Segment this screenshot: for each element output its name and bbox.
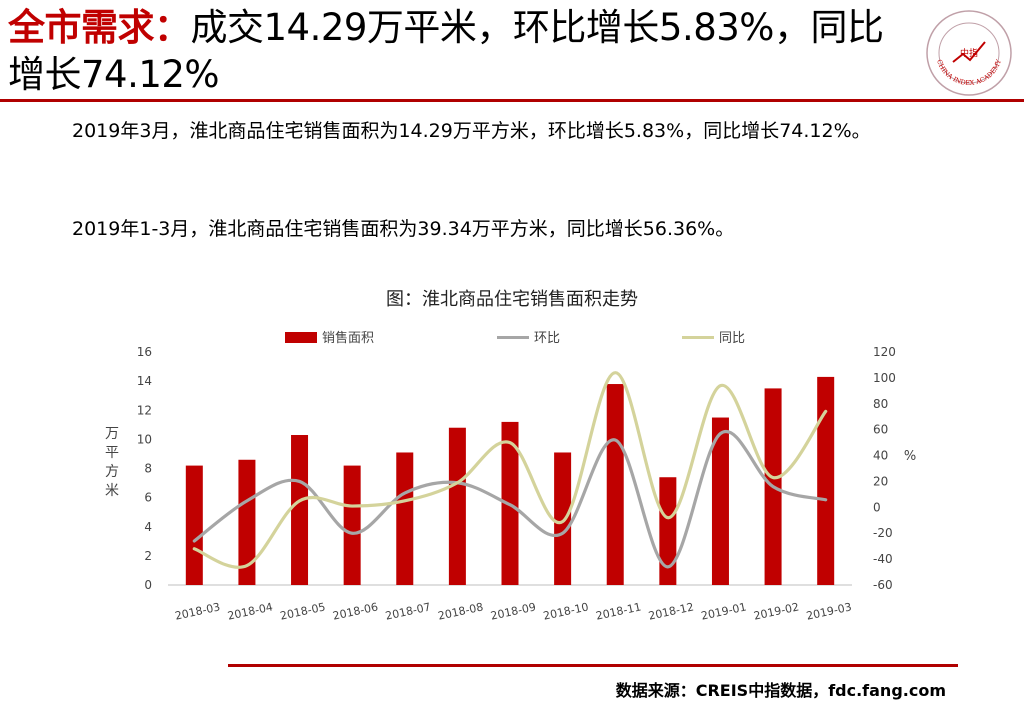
left-tick-label: 4 bbox=[144, 520, 152, 534]
left-tick-label: 6 bbox=[144, 491, 152, 505]
legend-swatch-0 bbox=[285, 332, 317, 343]
bar-2018-07 bbox=[396, 452, 414, 585]
right-tick-label: 20 bbox=[873, 474, 888, 488]
right-tick-label: 80 bbox=[873, 397, 888, 411]
bar-2019-03 bbox=[817, 376, 835, 585]
summary-paragraph-2: 2019年1-3月，淮北商品住宅销售面积为39.34万平方米，同比增长56.36… bbox=[72, 218, 735, 240]
footer-divider bbox=[228, 664, 958, 667]
left-axis-label-char: 平 bbox=[105, 445, 119, 461]
x-tick-label: 2018-09 bbox=[489, 600, 537, 622]
data-source: 数据来源：CREIS中指数据，fdc.fang.com bbox=[615, 681, 946, 700]
left-tick-label: 0 bbox=[144, 578, 152, 592]
right-tick-label: 100 bbox=[873, 371, 896, 385]
summary-paragraph-1: 2019年3月，淮北商品住宅销售面积为14.29万平方米，环比增长5.83%，同… bbox=[72, 120, 871, 142]
right-tick-label: -40 bbox=[873, 552, 893, 566]
right-tick-label: 120 bbox=[873, 345, 896, 359]
china-index-academy-seal-icon: 中指 CHINA INDEX ACADEMY bbox=[926, 10, 1012, 96]
right-tick-label: 40 bbox=[873, 449, 888, 463]
bar-2018-12 bbox=[659, 477, 677, 585]
left-axis-label-char: 米 bbox=[105, 483, 119, 499]
right-tick-label: -20 bbox=[873, 526, 893, 540]
left-tick-label: 8 bbox=[144, 462, 152, 476]
legend-label-1: 环比 bbox=[534, 331, 560, 346]
bar-2018-08 bbox=[448, 427, 466, 585]
bar-2019-01 bbox=[711, 417, 729, 585]
bar-2018-05 bbox=[291, 435, 309, 585]
legend-label-0: 销售面积 bbox=[322, 330, 374, 346]
chart-title: 图：淮北商品住宅销售面积走势 bbox=[386, 289, 638, 310]
x-tick-label: 2018-11 bbox=[595, 600, 643, 622]
right-tick-label: 60 bbox=[873, 423, 888, 437]
right-tick-label: 0 bbox=[873, 500, 881, 514]
right-tick-label: -60 bbox=[873, 578, 893, 592]
left-tick-label: 2 bbox=[144, 549, 152, 563]
svg-text:CHINA INDEX ACADEMY: CHINA INDEX ACADEMY bbox=[935, 58, 1003, 87]
x-tick-label: 2018-08 bbox=[437, 600, 485, 622]
left-tick-label: 12 bbox=[137, 403, 152, 417]
page-title-rest: 成交14.29万平米，环比增长5.83%，同比增长74.12% bbox=[8, 6, 884, 96]
x-tick-label: 2018-03 bbox=[174, 600, 222, 622]
left-tick-label: 10 bbox=[137, 432, 152, 446]
bar-2018-06 bbox=[343, 465, 361, 585]
left-axis-label-char: 万 bbox=[105, 426, 119, 442]
logo-inner-text: 中指 bbox=[960, 47, 978, 59]
left-tick-label: 14 bbox=[137, 374, 152, 388]
legend-label-2: 同比 bbox=[719, 331, 745, 346]
bar-2018-10 bbox=[554, 452, 572, 585]
x-tick-label: 2018-10 bbox=[542, 600, 590, 622]
x-tick-label: 2019-02 bbox=[753, 600, 801, 622]
page-title-lead: 全市需求： bbox=[8, 6, 191, 49]
bar-2018-03 bbox=[185, 465, 203, 585]
right-axis-label: % bbox=[904, 449, 916, 464]
x-tick-label: 2018-04 bbox=[226, 600, 274, 622]
header-divider bbox=[0, 99, 1024, 102]
logo-ring-text: CHINA INDEX ACADEMY bbox=[935, 58, 1003, 87]
x-tick-label: 2019-03 bbox=[805, 600, 853, 622]
x-tick-label: 2018-07 bbox=[384, 600, 432, 622]
page-title: 全市需求：成交14.29万平米，环比增长5.83%，同比增长74.12% bbox=[8, 4, 908, 98]
bar-2018-11 bbox=[606, 384, 624, 585]
combo-chart: 销售面积 环比 同比 0 2 4 6 8 10 12 14 16 -60 -40 -20 0 20 40 60 80 1… bbox=[105, 330, 916, 623]
left-axis-label-char: 方 bbox=[105, 464, 119, 480]
x-tick-label: 2018-06 bbox=[332, 600, 380, 622]
x-tick-label: 2018-12 bbox=[647, 600, 695, 622]
bar-2018-04 bbox=[238, 459, 256, 585]
x-tick-label: 2019-01 bbox=[700, 600, 748, 622]
left-tick-label: 16 bbox=[137, 345, 152, 359]
x-tick-label: 2018-05 bbox=[279, 600, 327, 622]
